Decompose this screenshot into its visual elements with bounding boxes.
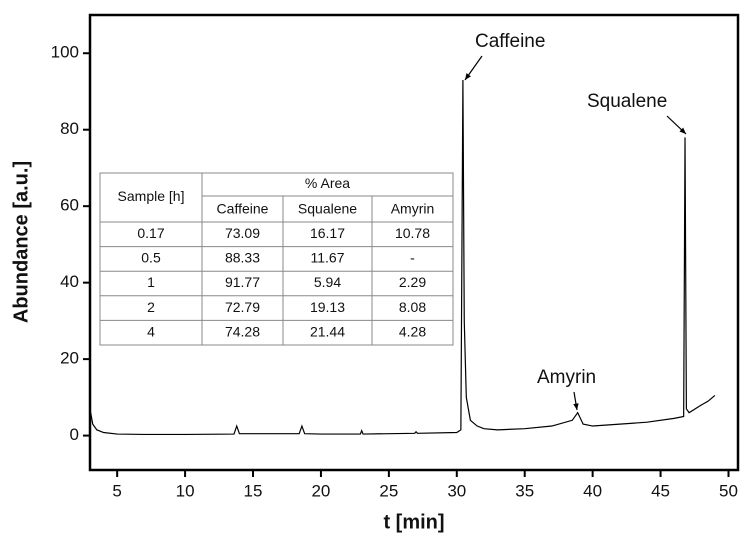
table-cell: 72.79 [225,299,260,315]
y-tick-label: 80 [60,119,79,138]
table-cell: 21.44 [310,323,345,339]
x-tick-label: 15 [244,481,263,500]
x-axis-title: t [min] [383,511,444,533]
table-cell: 2 [147,299,155,315]
table-cell: 0.17 [137,225,164,241]
x-tick-label: 40 [583,481,602,500]
annotation: Amyrin [537,367,596,388]
arrow-head [679,127,686,134]
table-cell: 1 [147,274,155,290]
y-axis-title: Abundance [a.u.] [10,161,32,323]
x-tick-label: 20 [311,481,330,500]
annotation: Caffeine [475,31,545,52]
x-tick-label: 35 [515,481,534,500]
table-cell: 4 [147,323,155,339]
x-tick-label: 5 [112,481,121,500]
table-header: Sample [h] [118,188,185,204]
table-cell: 5.94 [314,274,341,290]
x-tick-label: 25 [379,481,398,500]
x-tick-label: 30 [447,481,466,500]
x-tick-label: 45 [651,481,670,500]
table-column-header: Caffeine [217,201,269,217]
annotation: Squalene [587,91,667,112]
table-header: % Area [305,175,350,191]
table-cell: 73.09 [225,225,260,241]
table-cell: 88.33 [225,250,260,266]
arrow-head [573,403,579,410]
y-tick-label: 60 [60,196,79,215]
chromatogram-line [90,79,716,436]
x-tick-label: 10 [176,481,195,500]
x-tick-label: 50 [719,481,738,500]
table-column-header: Squalene [298,201,357,217]
table-cell: 4.28 [399,323,426,339]
table-cell: 91.77 [225,274,260,290]
table-frame [99,172,454,346]
table-cell: 10.78 [395,225,430,241]
plot-frame [88,13,740,472]
table-column-header: Amyrin [391,201,435,217]
y-tick-label: 0 [70,425,79,444]
table-cell: 16.17 [310,225,345,241]
table-cell: 19.13 [310,299,345,315]
arrow-head [465,73,471,80]
y-tick-label: 100 [51,43,79,62]
table-cell: 2.29 [399,274,426,290]
y-tick-label: 20 [60,349,79,368]
y-tick-label: 40 [60,272,79,291]
table-cell: 8.08 [399,299,426,315]
table-cell: 74.28 [225,323,260,339]
table-cell: 11.67 [311,250,345,266]
table-cell: 0.5 [141,250,161,266]
table-cell: - [410,250,415,266]
